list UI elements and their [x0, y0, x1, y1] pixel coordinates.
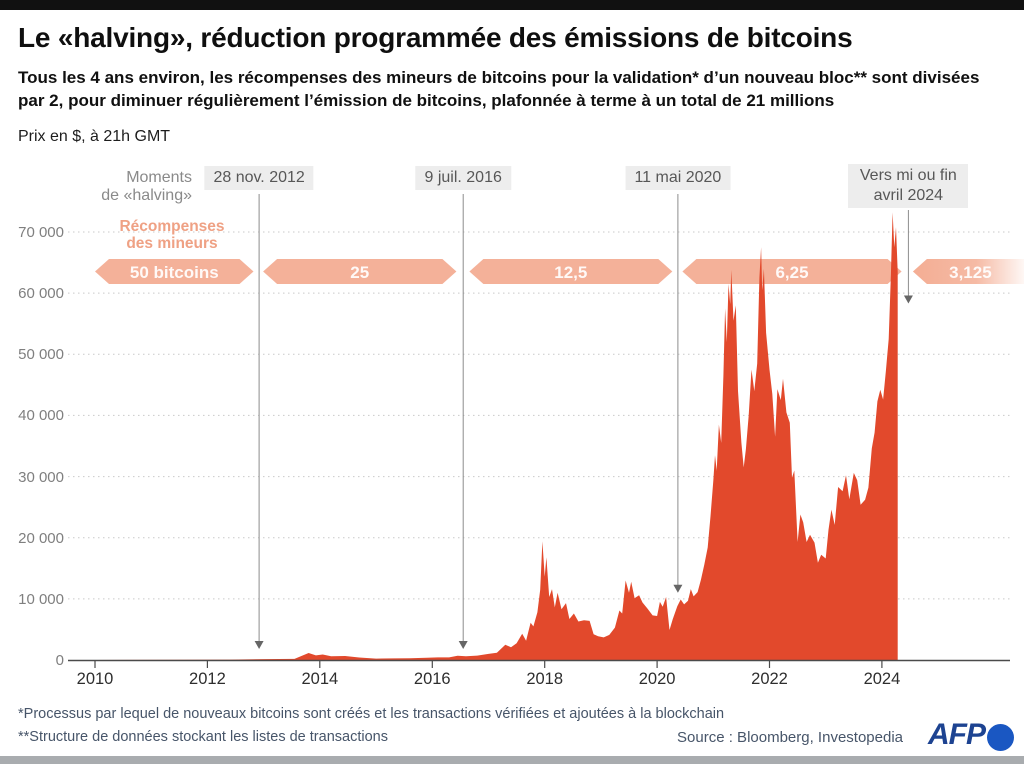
- afp-globe-icon: [987, 724, 1014, 751]
- halving-arrowhead-icon: [903, 295, 913, 304]
- reward-banner: [263, 259, 457, 284]
- footnote-bloc: **Structure de données stockant les list…: [18, 729, 388, 745]
- reward-banner-label: 3,125: [949, 263, 992, 282]
- reward-banner: [682, 259, 902, 284]
- price-area-series: [95, 212, 898, 660]
- halving-arrowhead-icon: [458, 641, 468, 649]
- bottom-border-bar: [0, 756, 1024, 764]
- reward-banner-label: 50 bitcoins: [130, 263, 219, 282]
- reward-banner-label: 6,25: [775, 263, 808, 282]
- page-title: Le «halving», réduction programmée des é…: [18, 22, 853, 53]
- reward-banner: [469, 259, 673, 284]
- top-border-bar: [0, 0, 1024, 10]
- unit-note: Prix en $, à 21h GMT: [18, 128, 171, 145]
- reward-banner: [95, 259, 254, 284]
- halving-arrowhead-icon: [254, 641, 264, 649]
- reward-banner-label: 12,5: [554, 263, 587, 282]
- source-credit: Source : Bloomberg, Investopedia: [677, 729, 903, 746]
- page-subtitle: Tous les 4 ans environ, les récompenses …: [18, 68, 980, 110]
- reward-banner-label: 25: [350, 263, 369, 282]
- afp-logo: AFP: [928, 718, 1018, 754]
- footnote-validation: *Processus par lequel de nouveaux bitcoi…: [18, 706, 725, 722]
- halving-arrowhead-icon: [673, 584, 683, 593]
- afp-logo-text: AFP: [928, 718, 986, 751]
- reward-banner: [912, 259, 1024, 284]
